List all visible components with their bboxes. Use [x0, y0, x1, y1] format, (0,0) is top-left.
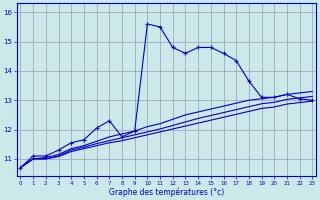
X-axis label: Graphe des températures (°c): Graphe des températures (°c): [109, 187, 224, 197]
